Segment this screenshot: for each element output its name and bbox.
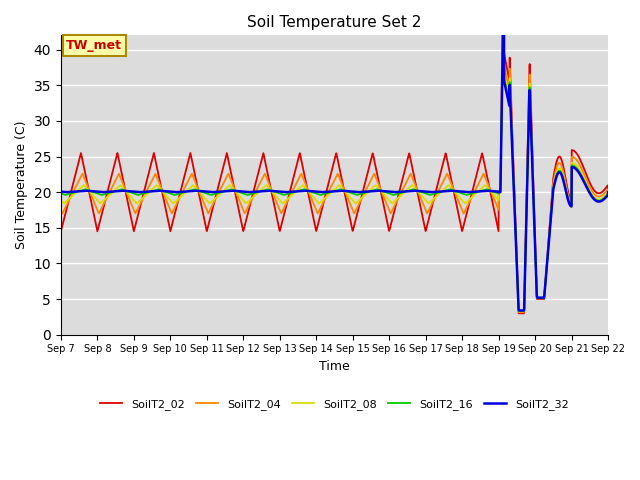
SoilT2_16 — [556, 168, 564, 174]
SoilT2_32 — [556, 169, 564, 175]
Line: SoilT2_16: SoilT2_16 — [61, 0, 608, 311]
SoilT2_08 — [210, 197, 218, 203]
Text: TW_met: TW_met — [67, 39, 122, 52]
SoilT2_08 — [362, 191, 370, 197]
SoilT2_32 — [515, 308, 523, 313]
SoilT2_32 — [210, 189, 218, 195]
SoilT2_16 — [210, 192, 218, 197]
SoilT2_04 — [350, 211, 358, 216]
SoilT2_02 — [572, 149, 579, 155]
SoilT2_08 — [515, 308, 523, 314]
SoilT2_04 — [57, 207, 65, 213]
SoilT2_04 — [572, 156, 579, 161]
SoilT2_04 — [604, 189, 612, 195]
SoilT2_32 — [493, 189, 501, 194]
SoilT2_16 — [350, 191, 358, 197]
Line: SoilT2_04: SoilT2_04 — [61, 0, 608, 312]
SoilT2_02 — [57, 228, 65, 234]
SoilT2_04 — [493, 204, 501, 210]
SoilT2_02 — [210, 203, 218, 208]
Legend: SoilT2_02, SoilT2_04, SoilT2_08, SoilT2_16, SoilT2_32: SoilT2_02, SoilT2_04, SoilT2_08, SoilT2_… — [96, 394, 573, 414]
SoilT2_02 — [515, 311, 523, 316]
SoilT2_02 — [350, 223, 358, 229]
SoilT2_16 — [604, 189, 612, 195]
SoilT2_32 — [57, 189, 65, 194]
Y-axis label: Soil Temperature (C): Soil Temperature (C) — [15, 121, 28, 249]
SoilT2_02 — [556, 154, 564, 160]
SoilT2_32 — [572, 166, 579, 171]
Line: SoilT2_02: SoilT2_02 — [61, 0, 608, 313]
SoilT2_08 — [350, 199, 358, 205]
SoilT2_32 — [604, 189, 612, 195]
SoilT2_08 — [493, 196, 501, 202]
SoilT2_02 — [604, 189, 612, 195]
Line: SoilT2_32: SoilT2_32 — [61, 0, 608, 311]
SoilT2_08 — [556, 166, 564, 171]
SoilT2_16 — [57, 191, 65, 196]
SoilT2_04 — [556, 160, 564, 166]
SoilT2_32 — [350, 189, 358, 195]
SoilT2_32 — [362, 189, 370, 194]
X-axis label: Time: Time — [319, 360, 350, 373]
SoilT2_08 — [572, 161, 579, 167]
SoilT2_04 — [362, 187, 370, 193]
SoilT2_16 — [493, 190, 501, 196]
SoilT2_16 — [515, 308, 523, 313]
Title: Soil Temperature Set 2: Soil Temperature Set 2 — [247, 15, 422, 30]
SoilT2_02 — [493, 222, 501, 228]
SoilT2_04 — [210, 200, 218, 206]
SoilT2_08 — [57, 197, 65, 203]
SoilT2_08 — [604, 189, 612, 195]
Line: SoilT2_08: SoilT2_08 — [61, 0, 608, 311]
SoilT2_02 — [362, 177, 370, 182]
SoilT2_04 — [515, 309, 523, 315]
SoilT2_16 — [572, 164, 579, 170]
SoilT2_16 — [362, 190, 370, 195]
